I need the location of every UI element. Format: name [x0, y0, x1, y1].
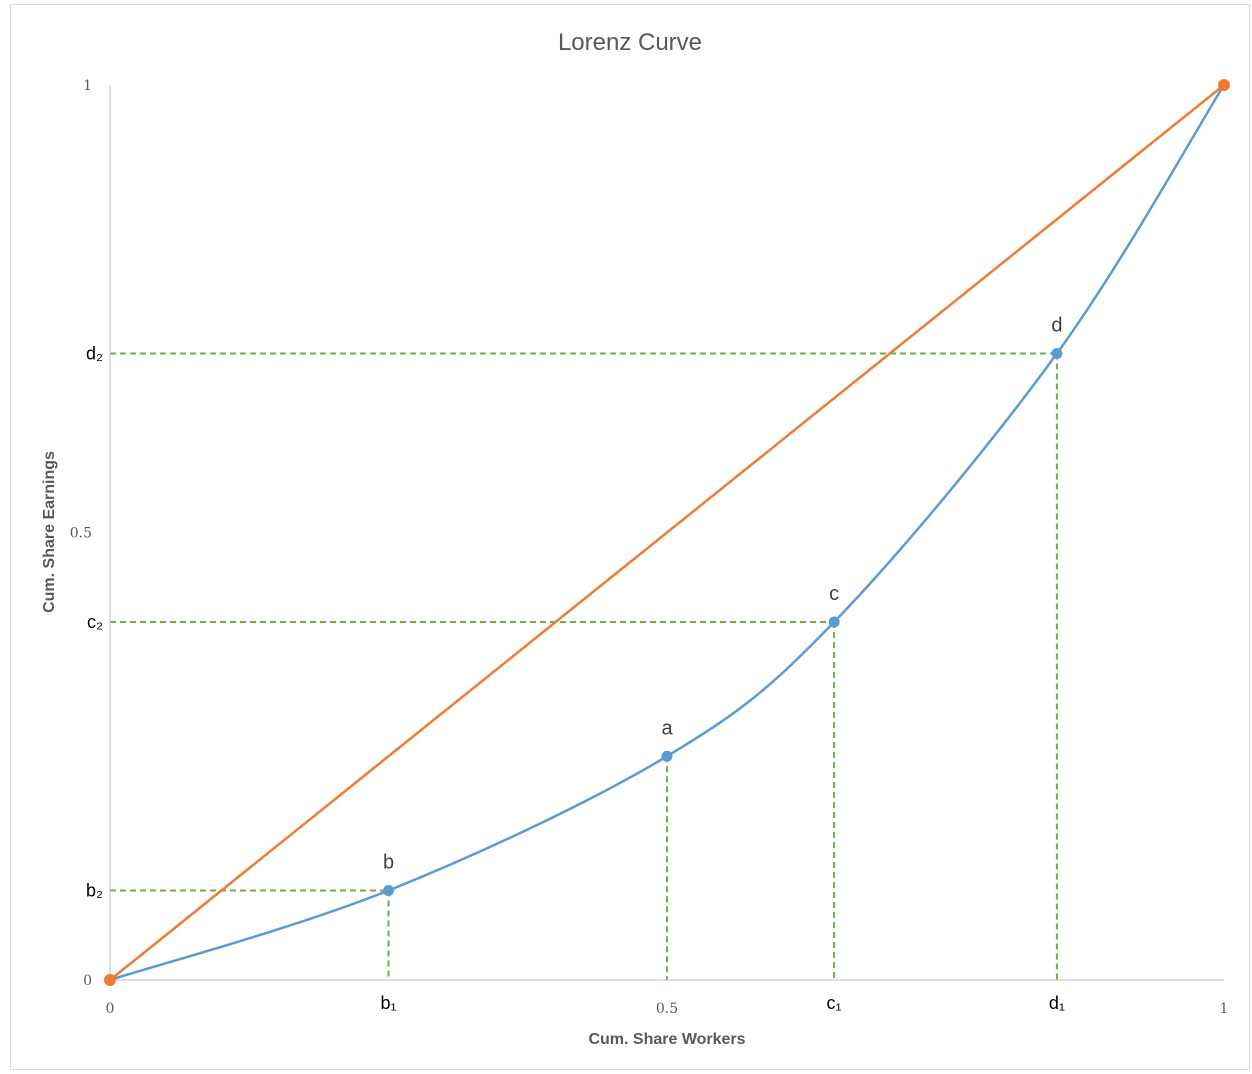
- y-reference-label: b₂: [86, 881, 103, 901]
- equality-endpoint-marker: [104, 974, 116, 986]
- point-label: d: [1051, 315, 1062, 337]
- equality-line: [109, 84, 1225, 981]
- point-label: a: [661, 717, 673, 739]
- y-reference-label: c₂: [87, 612, 103, 632]
- axes: [109, 85, 1224, 981]
- series-lines: [109, 84, 1226, 982]
- lorenz-point-marker: [383, 885, 394, 896]
- x-reference-label: b₁: [380, 993, 396, 1013]
- chart-frame: [10, 4, 1250, 1070]
- tick-and-point-labels: 0 0.5 1 0 0.5 1 b₂ b₁ c₂ c₁ d₂ d₁ b a c d: [70, 78, 1229, 1017]
- y-tick-label: 1: [83, 78, 92, 94]
- lorenz-point-marker: [828, 616, 840, 628]
- lorenz-point-marker: [1051, 348, 1063, 359]
- lorenz-curve-line: [109, 84, 1226, 982]
- y-axis-title: Cum. Share Earnings: [41, 451, 58, 613]
- x-axis-title: Cum. Share Workers: [588, 1031, 745, 1048]
- guide-lines: [110, 352, 1058, 980]
- equality-endpoint-marker: [1218, 79, 1230, 91]
- x-tick-label: 1: [1220, 1001, 1229, 1017]
- x-tick-label: 0.5: [656, 1001, 678, 1017]
- data-markers: [104, 79, 1230, 986]
- chart-title: Lorenz Curve: [558, 29, 702, 56]
- y-tick-label: 0: [83, 973, 92, 989]
- y-reference-label: d₂: [86, 344, 103, 364]
- x-reference-label: c₁: [827, 993, 842, 1013]
- point-label: c: [829, 583, 839, 605]
- y-tick-label: 0.5: [70, 526, 92, 542]
- point-label: b: [383, 852, 394, 874]
- x-tick-label: 0: [106, 1001, 115, 1017]
- lorenz-point-marker: [661, 750, 673, 762]
- x-reference-label: d₁: [1049, 993, 1065, 1013]
